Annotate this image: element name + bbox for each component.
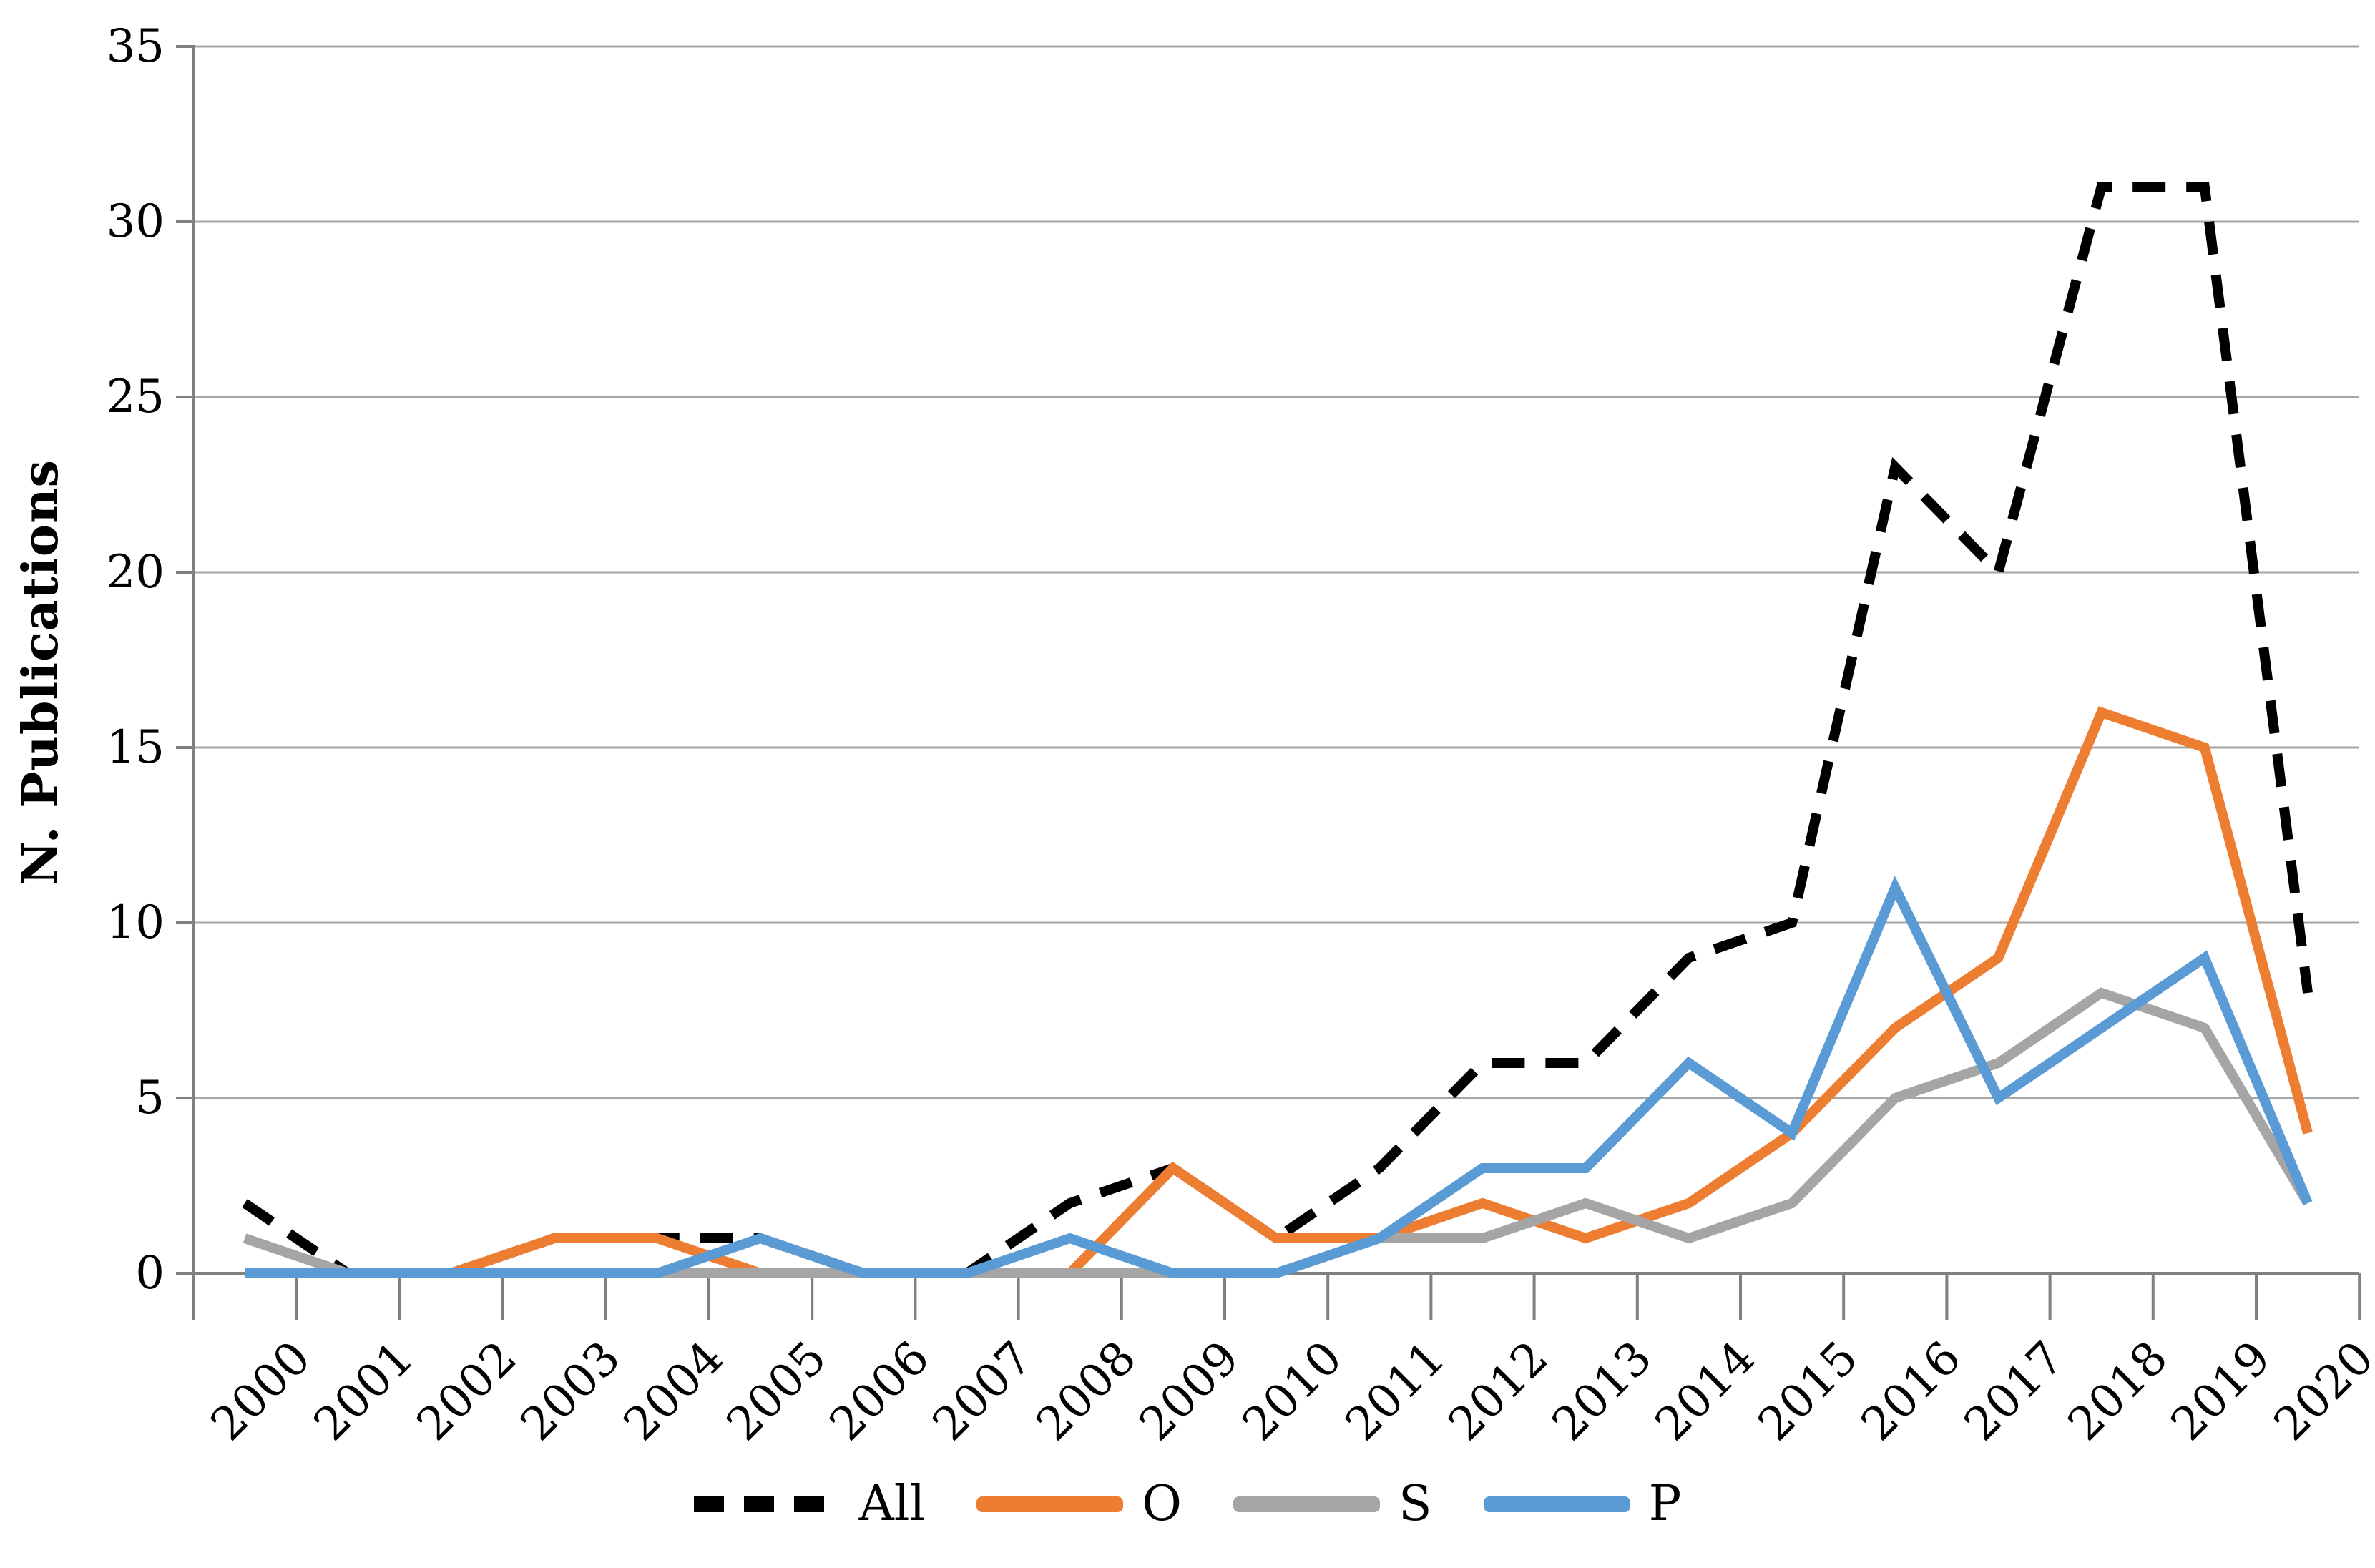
legend-label: S	[1399, 1476, 1432, 1532]
y-axis-title: N. Publications	[12, 459, 69, 886]
y-tick-label: 35	[106, 20, 165, 73]
y-tick-label: 5	[135, 1072, 165, 1124]
legend-item: O	[976, 1472, 1182, 1537]
legend-swatch	[1483, 1496, 1630, 1512]
y-tick-label: 20	[106, 546, 165, 599]
y-tick-label: 10	[106, 896, 165, 949]
series-line-o	[245, 706, 2313, 1278]
legend-swatch	[1233, 1496, 1380, 1512]
legend-swatch	[976, 1496, 1124, 1512]
y-tick-label: 30	[106, 195, 165, 248]
y-tick-label: 25	[106, 371, 165, 423]
series-line-s	[243, 987, 2313, 1278]
y-tick-label: 15	[106, 721, 165, 774]
series-line-p	[245, 876, 2313, 1278]
legend-label: All	[858, 1476, 926, 1532]
legend-item: S	[1233, 1472, 1432, 1537]
legend-swatch	[693, 1496, 841, 1512]
legend-item: All	[693, 1472, 926, 1537]
legend-label: O	[1142, 1476, 1182, 1532]
legend-label: P	[1648, 1476, 1682, 1532]
y-tick-label: 0	[135, 1247, 165, 1300]
legend-item: P	[1483, 1472, 1682, 1537]
series-line-all	[242, 182, 2313, 1278]
legend: All O S P	[0, 1472, 2375, 1537]
